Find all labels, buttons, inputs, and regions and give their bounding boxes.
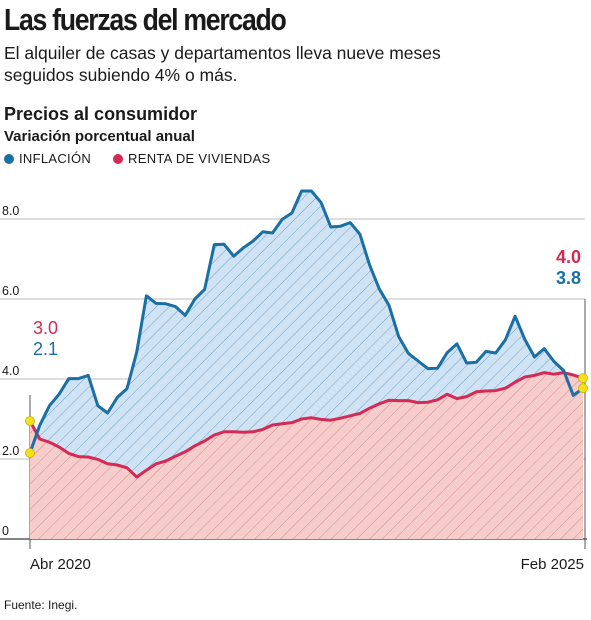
rent-end-label: 4.0 <box>556 247 581 267</box>
chart-title: Precios al consumidor <box>4 104 198 124</box>
rent-start-label: 3.0 <box>33 318 58 338</box>
headline-subtitle: El alquiler de casas y departamentos lle… <box>4 43 441 85</box>
legend-label-inflation: INFLACIÓN <box>19 151 92 166</box>
endpoint-marker <box>578 373 588 384</box>
inflation-start-label: 2.1 <box>33 339 58 359</box>
inflation-line <box>28 189 585 455</box>
legend-label-rent: RENTA DE VIVIENDAS <box>128 151 271 166</box>
legend-item-rent: RENTA DE VIVIENDAS <box>113 151 270 166</box>
y-tick-label: 8.0 <box>2 204 19 218</box>
legend-item-inflation: INFLACIÓN <box>4 151 91 166</box>
x-end-label: Feb 2025 <box>521 556 584 573</box>
inflation-end-label: 3.8 <box>556 268 581 288</box>
chart-legend: INFLACIÓN RENTA DE VIVIENDAS <box>4 151 270 166</box>
inflation-area <box>30 191 583 477</box>
y-tick-label: 2.0 <box>2 444 19 458</box>
area-layer <box>30 191 583 539</box>
chart-subtitle: Variación porcentual anual <box>4 128 195 145</box>
x-start-label: Abr 2020 <box>30 556 91 573</box>
y-tick-label: 6.0 <box>2 284 19 298</box>
line-layer <box>28 189 585 479</box>
endpoint-marker <box>25 416 35 426</box>
legend-dot-rent <box>113 153 124 164</box>
rent-area <box>30 372 583 539</box>
label-layer: 3.02.1 4.03.8 Abr 2020 Feb 2025 <box>30 247 584 573</box>
endpoint-marker <box>578 383 588 394</box>
legend-dot-inflation <box>4 153 14 164</box>
rent-line <box>28 371 585 479</box>
source-note: Fuente: Inegi. <box>4 598 78 612</box>
y-tick-label: 0 <box>2 524 9 538</box>
marker-layer <box>25 373 588 458</box>
endpoint-marker <box>25 448 35 458</box>
headline: Las fuerzas del mercado <box>4 2 287 37</box>
y-tick-label: 4.0 <box>2 364 19 378</box>
